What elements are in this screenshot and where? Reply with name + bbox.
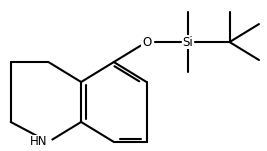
Text: HN: HN xyxy=(30,135,47,148)
Text: Si: Si xyxy=(183,35,193,49)
Text: O: O xyxy=(142,35,151,49)
